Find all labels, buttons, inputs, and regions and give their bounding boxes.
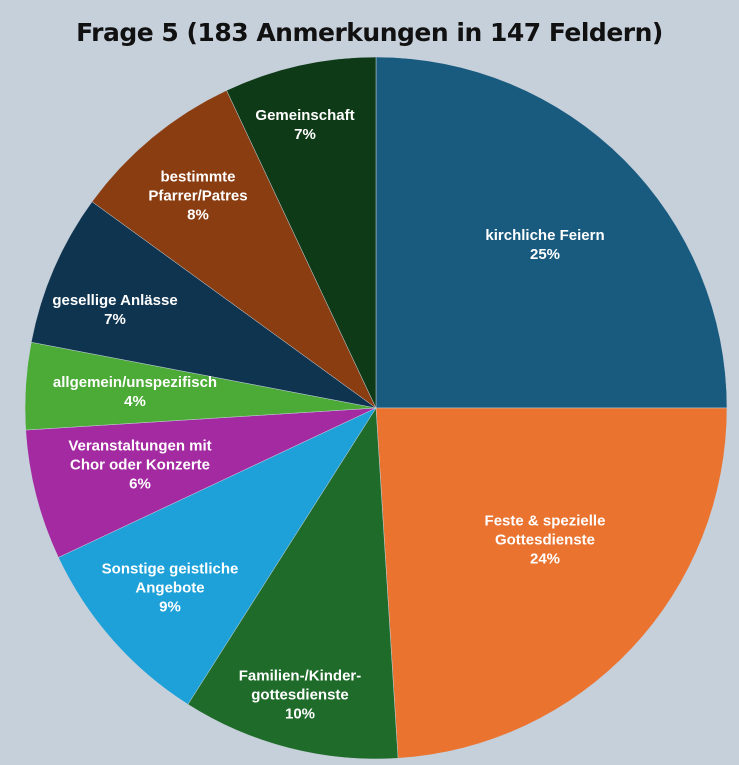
- pie-slice: [375, 407, 728, 759]
- value-label: 7%: [294, 126, 316, 143]
- value-label: 6%: [129, 475, 151, 493]
- slice-label: Veranstaltungen mit Chor oder Konzerte 6%: [68, 437, 211, 494]
- pie-slice: [58, 407, 377, 705]
- slice-label: Gemeinschaft 7%: [255, 106, 354, 144]
- chart-title: Frage 5 (183 Anmerkungen in 147 Feldern): [76, 18, 663, 47]
- value-label: 10%: [284, 705, 316, 723]
- category-label: kirchliche Feiern: [485, 227, 605, 244]
- value-label: 24%: [529, 550, 561, 568]
- slice-label: bestimmte Pfarrer/Patres 8%: [148, 168, 247, 225]
- value-label: 7%: [104, 311, 126, 328]
- value-label: 9%: [159, 598, 181, 616]
- value-label: 8%: [187, 206, 209, 224]
- category-label: allgemein/unspezifisch: [52, 374, 218, 391]
- category-label: Gemeinschaft: [255, 107, 355, 124]
- slice-label: gesellige Anlässe 7%: [52, 291, 177, 329]
- category-label: gesellige Anlässe: [52, 292, 178, 309]
- slice-label: Sonstige geistliche Angebote 9%: [102, 560, 239, 617]
- slice-label: Feste & spezielle Gottesdienste 24%: [485, 512, 606, 569]
- category-label: Sonstige geistliche Angebote: [101, 560, 239, 597]
- pie-slice: [226, 56, 377, 409]
- value-label: 4%: [124, 393, 146, 410]
- slice-label: Familien-/Kinder- gottesdienste 10%: [239, 667, 362, 724]
- pie-slice: [25, 407, 377, 558]
- category-label: bestimmte Pfarrer/Patres: [148, 168, 248, 205]
- pie-slice: [187, 407, 399, 760]
- pie-slice: [91, 90, 377, 409]
- slice-label: kirchliche Feiern 25%: [485, 226, 604, 264]
- slice-label: allgemein/unspezifisch 4%: [53, 373, 217, 411]
- value-label: 25%: [529, 246, 561, 263]
- pie-slice: [375, 56, 728, 409]
- category-label: Veranstaltungen mit Chor oder Konzerte: [68, 437, 212, 474]
- pie-slice: [30, 201, 377, 409]
- category-label: Feste & spezielle Gottesdienste: [484, 512, 606, 549]
- category-label: Familien-/Kinder- gottesdienste: [238, 667, 362, 704]
